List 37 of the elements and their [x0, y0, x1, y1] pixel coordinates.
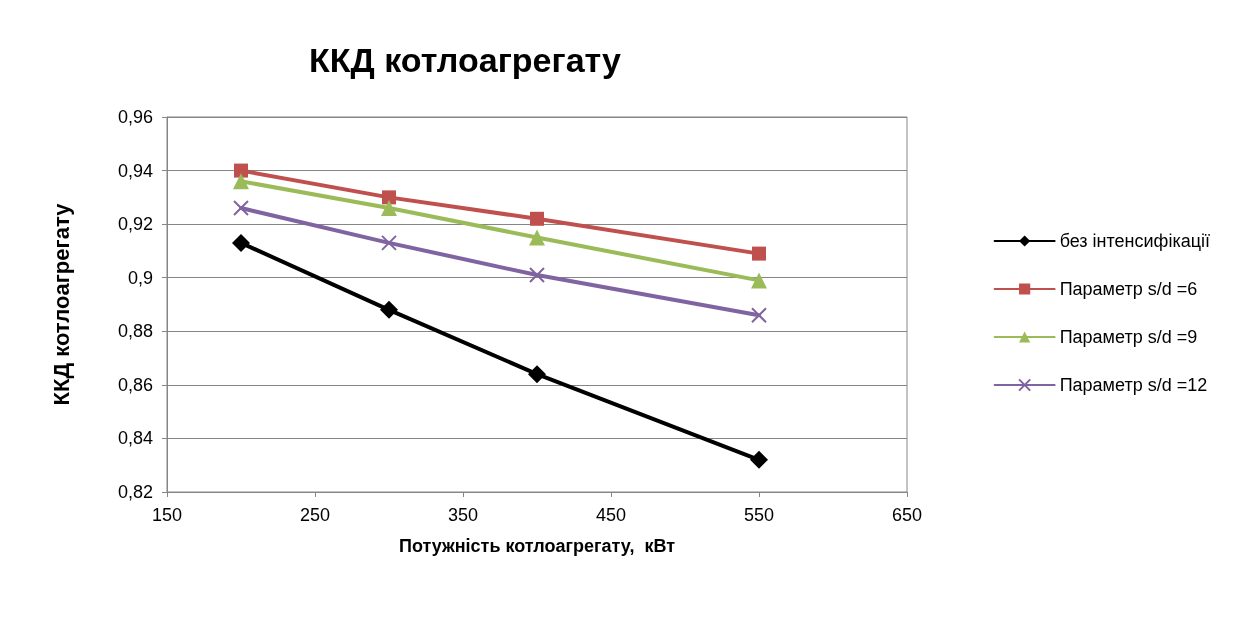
- chart-title: ККД котлоагрегату: [308, 41, 622, 79]
- y-tick-label: 0,82: [117, 482, 153, 502]
- y-tick-label: 0,88: [117, 321, 153, 342]
- x-tick-label: 250: [299, 505, 331, 525]
- x-axis-title: Потужність котлоагрегату, кВт: [398, 536, 676, 556]
- point: [529, 267, 545, 284]
- x-tick-label: 350: [447, 505, 479, 525]
- point: [529, 229, 545, 246]
- x-tick-label: 650: [891, 505, 923, 525]
- legend-label: Параметр s/d =9: [1059, 327, 1198, 347]
- point: [380, 300, 398, 319]
- x-tick-label: 150: [151, 505, 183, 525]
- y-tick-label: 0,86: [117, 374, 153, 395]
- point: [750, 450, 768, 469]
- point: [382, 190, 396, 205]
- legend-label: Параметр s/d =6: [1059, 279, 1198, 299]
- point: [381, 234, 397, 251]
- point: [381, 200, 397, 217]
- y-tick-label: 0,9: [127, 267, 153, 288]
- point: [530, 211, 544, 226]
- point: [233, 173, 249, 190]
- x-tick-label: 450: [595, 505, 627, 525]
- point: [234, 163, 248, 178]
- point: [752, 246, 766, 261]
- y-tick-label: 0,84: [117, 428, 153, 449]
- legend-label: без інтенсифікації: [1059, 231, 1211, 251]
- x-tick-label: 550: [743, 505, 775, 525]
- y-tick-label: 0,92: [117, 214, 153, 235]
- point: [233, 200, 249, 217]
- point: [751, 272, 767, 289]
- point: [528, 365, 546, 384]
- point: [232, 233, 250, 252]
- y-tick-label: 0,96: [117, 107, 153, 127]
- legend-label: Параметр s/d =12: [1059, 375, 1208, 395]
- point: [751, 307, 767, 324]
- y-axis-title: ККД котлоагрегату: [48, 202, 74, 406]
- y-tick-label: 0,94: [117, 160, 153, 181]
